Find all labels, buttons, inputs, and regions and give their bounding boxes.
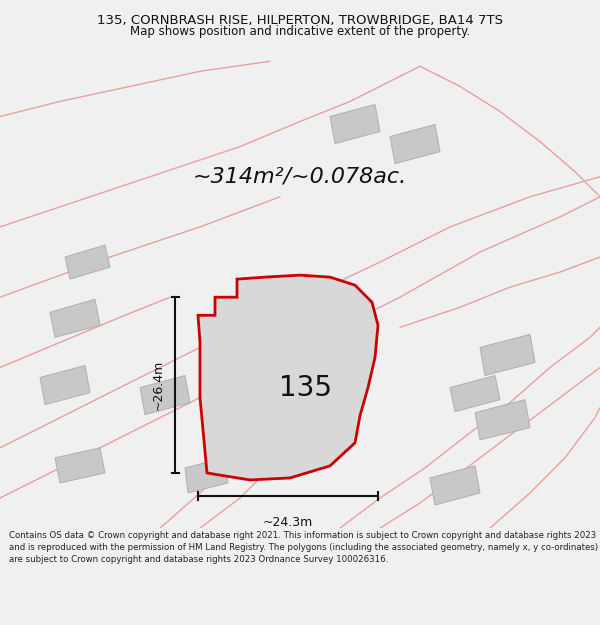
- Polygon shape: [475, 399, 530, 440]
- Polygon shape: [198, 275, 378, 480]
- Text: ~24.3m: ~24.3m: [263, 516, 313, 529]
- Polygon shape: [330, 104, 380, 144]
- Polygon shape: [480, 334, 535, 376]
- Polygon shape: [450, 376, 500, 412]
- Polygon shape: [140, 376, 190, 414]
- Polygon shape: [390, 124, 440, 164]
- Text: Map shows position and indicative extent of the property.: Map shows position and indicative extent…: [130, 25, 470, 38]
- Polygon shape: [185, 458, 228, 493]
- Polygon shape: [50, 299, 100, 338]
- Polygon shape: [40, 366, 90, 404]
- Text: Contains OS data © Crown copyright and database right 2021. This information is : Contains OS data © Crown copyright and d…: [9, 531, 598, 564]
- Polygon shape: [430, 466, 480, 505]
- Text: ~26.4m: ~26.4m: [151, 359, 164, 409]
- Text: 135: 135: [278, 374, 331, 402]
- Polygon shape: [55, 448, 105, 483]
- Text: ~314m²/~0.078ac.: ~314m²/~0.078ac.: [193, 167, 407, 187]
- Text: 135, CORNBRASH RISE, HILPERTON, TROWBRIDGE, BA14 7TS: 135, CORNBRASH RISE, HILPERTON, TROWBRID…: [97, 14, 503, 27]
- Polygon shape: [65, 245, 110, 279]
